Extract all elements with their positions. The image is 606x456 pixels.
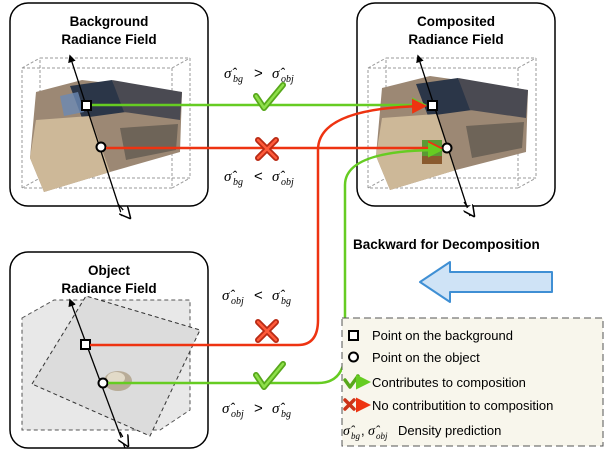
condition-bg-gt-obj: σ̂ bg > σ̂ obj xyxy=(224,65,294,85)
legend-density-sub-1: bg xyxy=(351,431,361,441)
condition-bg-lt-obj: σ̂ bg < σ̂ obj xyxy=(224,168,294,188)
cross-icon xyxy=(255,137,279,161)
condition-op: > xyxy=(254,65,263,82)
legend-circle-icon xyxy=(348,351,359,363)
object-panel: Object Radiance Field xyxy=(9,251,209,449)
legend-item-no-contribution: No contributition to composition xyxy=(343,397,553,413)
legend-label: Point on the object xyxy=(372,350,480,365)
legend-label: Density prediction xyxy=(398,423,501,438)
background-panel: Background Radiance Field xyxy=(9,2,209,218)
legend: Point on the background Point on the obj… xyxy=(341,317,604,447)
background-point-square xyxy=(81,100,92,111)
legend-square-icon xyxy=(348,330,359,341)
background-ray xyxy=(68,54,123,217)
object-title-line2: Radiance Field xyxy=(61,281,156,296)
background-title-line2: Radiance Field xyxy=(61,32,156,47)
legend-label: Contributes to composition xyxy=(372,375,526,390)
condition-rhs-sub: obj xyxy=(281,177,294,188)
object-point-square xyxy=(80,339,91,350)
cross-icon xyxy=(255,319,279,343)
backward-arrow-icon xyxy=(419,261,553,303)
legend-box xyxy=(341,317,604,447)
condition-rhs-sub: obj xyxy=(281,74,294,85)
legend-check-icon xyxy=(343,374,360,389)
object-ray xyxy=(68,298,126,449)
legend-item-background-point: Point on the background xyxy=(348,328,513,343)
background-title-line1: Background xyxy=(70,14,149,29)
background-ray-end xyxy=(117,203,130,218)
object-ray-end xyxy=(120,431,128,446)
legend-item-object-point: Point on the object xyxy=(348,350,480,365)
object-title-line1: Object xyxy=(88,263,131,278)
legend-cross-icon xyxy=(343,398,356,411)
condition-obj-gt-bg: σ̂ obj > σ̂ bg xyxy=(222,400,291,420)
condition-op: > xyxy=(254,400,263,417)
condition-lhs-sub: bg xyxy=(233,177,243,188)
condition-obj-lt-bg: σ̂ obj < σ̂ bg xyxy=(222,287,291,307)
condition-lhs-sub: obj xyxy=(231,409,244,420)
background-scene-image xyxy=(30,80,182,192)
condition-op: < xyxy=(254,287,263,304)
check-icon xyxy=(253,361,286,390)
condition-rhs-sub: bg xyxy=(281,409,291,420)
legend-density-sub-2: obj xyxy=(376,431,388,441)
object-bounding-box xyxy=(21,295,201,437)
condition-lhs-sub: obj xyxy=(231,296,244,307)
check-icon xyxy=(253,82,286,111)
condition-rhs-sub: bg xyxy=(281,296,291,307)
composited-ray xyxy=(416,54,471,217)
composited-title-line2: Radiance Field xyxy=(408,32,503,47)
legend-item-contributes: Contributes to composition xyxy=(343,374,526,390)
object-scene-image xyxy=(104,371,132,391)
composited-ray-end xyxy=(464,201,474,216)
obj-circle-to-composite-arrow xyxy=(108,142,443,385)
legend-label: No contributition to composition xyxy=(372,398,553,413)
composited-point-circle xyxy=(441,142,453,154)
condition-op: < xyxy=(254,168,263,185)
composited-point-square xyxy=(427,100,438,111)
legend-label: Point on the background xyxy=(372,328,513,343)
backward-label: Backward for Decomposition xyxy=(353,237,540,252)
legend-density-sep: , xyxy=(361,423,365,438)
flow-arrows xyxy=(90,97,443,385)
condition-lhs-sub: bg xyxy=(233,74,243,85)
obj-square-to-composite-arrow xyxy=(90,98,427,347)
object-point-circle xyxy=(97,377,109,389)
composited-title-line1: Composited xyxy=(417,14,495,29)
background-point-circle xyxy=(95,141,107,153)
